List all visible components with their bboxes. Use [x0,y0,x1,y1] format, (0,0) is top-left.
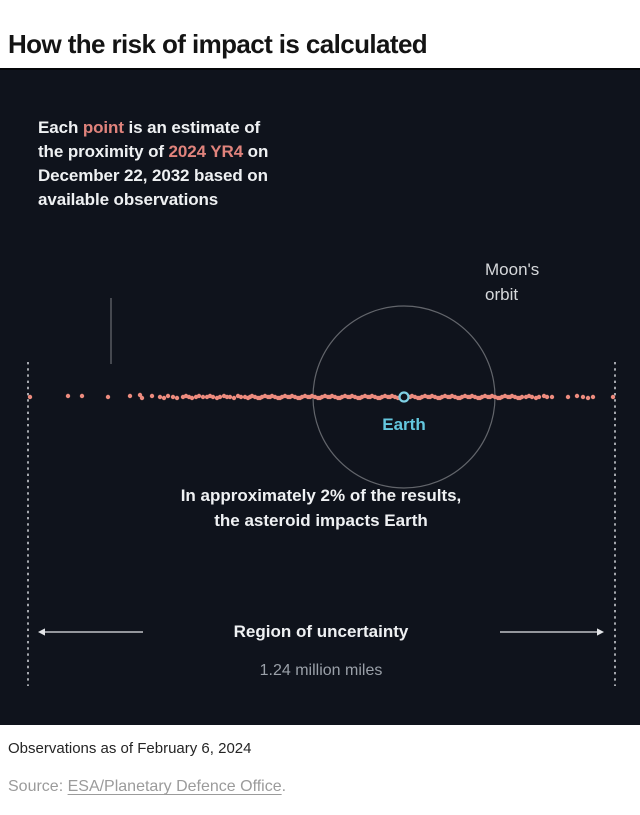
earth-label: Earth [382,415,426,434]
observations-note: Observations as of February 6, 2024 [8,740,252,757]
source-line: Source: ESA/Planetary Defence Office. [8,778,286,796]
annotation-line: available observations [38,190,219,209]
annotation-line: December 22, 2032 based on [38,166,268,185]
source-prefix: Source: [8,778,68,795]
page-title: How the risk of impact is calculated [8,29,428,60]
region-of-uncertainty-label: Region of uncertainty [233,622,409,641]
impact-note-line1: In approximately 2% of the results, [180,486,462,505]
moon-orbit-label: Moon's orbit [485,257,539,307]
source-link[interactable]: ESA/Planetary Defence Office [67,778,282,795]
moon-orbit-label-line2: orbit [485,285,519,304]
annotation-line: Each point is an estimate of [38,118,261,137]
points-annotation: Each point is an estimate of the proximit… [38,116,328,212]
uncertainty-distance-label: 1.24 million miles [259,662,383,679]
source-suffix: . [281,778,287,795]
impact-note-line2: the asteroid impacts Earth [214,511,428,530]
moon-orbit-label-line1: Moon's [485,260,540,279]
annotation-line: the proximity of 2024 YR4 on [38,142,269,161]
impact-note: In approximately 2% of the results, the … [1,483,640,533]
